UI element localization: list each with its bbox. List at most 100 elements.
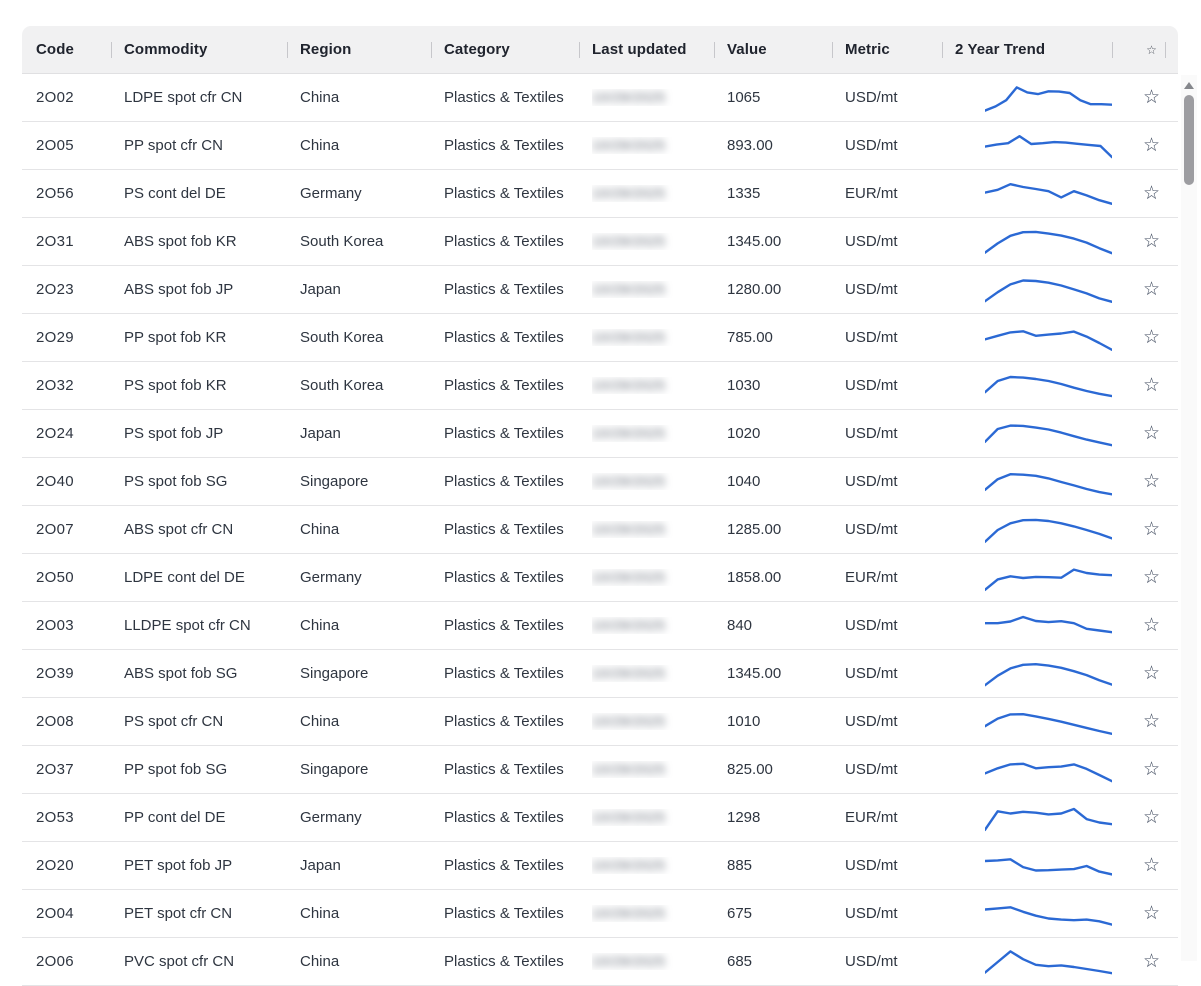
favorite-star-button[interactable]: ☆ — [1142, 952, 1161, 971]
cell-region: China — [300, 137, 340, 154]
trend-sparkline — [955, 130, 1125, 162]
cell-commodity: PS spot fob JP — [124, 425, 224, 442]
scrollbar-thumb[interactable] — [1184, 95, 1194, 185]
table-header: Code Commodity Region Category Last upda… — [22, 26, 1178, 74]
trend-sparkline — [955, 226, 1125, 258]
favorite-cell: ☆ — [1125, 184, 1178, 203]
table-row[interactable]: 2O50 LDPE cont del DE Germany Plastics &… — [22, 554, 1178, 602]
favorite-cell: ☆ — [1125, 664, 1178, 683]
cell-commodity: PET spot cfr CN — [124, 905, 233, 922]
cell-region: South Korea — [300, 233, 384, 250]
masked-date-text: 10/29/2025 — [592, 474, 666, 489]
cell-code: 2O32 — [36, 377, 74, 394]
cell-metric: USD/mt — [845, 521, 898, 538]
favorite-star-button[interactable]: ☆ — [1142, 88, 1161, 107]
favorite-star-button[interactable]: ☆ — [1142, 808, 1161, 827]
favorite-star-button[interactable]: ☆ — [1142, 424, 1161, 443]
cell-category: Plastics & Textiles — [444, 329, 564, 346]
cell-commodity: PS spot cfr CN — [124, 713, 224, 730]
cell-value: 885 — [727, 857, 753, 874]
scroll-up-arrow-icon[interactable] — [1184, 82, 1194, 89]
cell-value: 825.00 — [727, 761, 773, 778]
cell-last-updated: 10/29/2025 — [592, 857, 727, 874]
cell-region: Germany — [300, 809, 362, 826]
column-header-category[interactable]: Category — [444, 41, 592, 58]
favorite-star-button[interactable]: ☆ — [1142, 184, 1161, 203]
table-row[interactable]: 2O39 ABS spot fob SG Singapore Plastics … — [22, 650, 1178, 698]
favorite-star-button[interactable]: ☆ — [1142, 904, 1161, 923]
cell-category: Plastics & Textiles — [444, 569, 564, 586]
column-header-value[interactable]: Value — [727, 41, 845, 58]
table-row[interactable]: 2O06 PVC spot cfr CN China Plastics & Te… — [22, 938, 1178, 986]
cell-commodity: PS spot fob KR — [124, 377, 227, 394]
cell-last-updated: 10/29/2025 — [592, 281, 727, 298]
cell-metric: USD/mt — [845, 425, 898, 442]
table-row[interactable]: 2O07 ABS spot cfr CN China Plastics & Te… — [22, 506, 1178, 554]
cell-code: 2O24 — [36, 425, 74, 442]
cell-metric: USD/mt — [845, 857, 898, 874]
trend-sparkline — [955, 610, 1125, 642]
favorite-star-button[interactable]: ☆ — [1142, 280, 1161, 299]
cell-code: 2O23 — [36, 281, 74, 298]
favorite-star-button[interactable]: ☆ — [1142, 856, 1161, 875]
table-row[interactable]: 2O40 PS spot fob SG Singapore Plastics &… — [22, 458, 1178, 506]
vertical-scrollbar[interactable] — [1181, 75, 1197, 961]
column-header-last-updated[interactable]: Last updated — [592, 41, 727, 58]
trend-sparkline — [955, 754, 1125, 786]
favorite-star-button[interactable]: ☆ — [1142, 664, 1161, 683]
cell-code: 2O04 — [36, 905, 74, 922]
column-header-metric[interactable]: Metric — [845, 41, 955, 58]
cell-code: 2O37 — [36, 761, 74, 778]
table-row[interactable]: 2O04 PET spot cfr CN China Plastics & Te… — [22, 890, 1178, 938]
cell-last-updated: 10/29/2025 — [592, 665, 727, 682]
column-header-code[interactable]: Code — [36, 41, 74, 58]
cell-last-updated: 10/29/2025 — [592, 89, 727, 106]
masked-date-text: 10/29/2025 — [592, 186, 666, 201]
cell-last-updated: 10/29/2025 — [592, 521, 727, 538]
cell-category: Plastics & Textiles — [444, 713, 564, 730]
favorite-star-button[interactable]: ☆ — [1142, 136, 1161, 155]
cell-value: 1298 — [727, 809, 761, 826]
favorite-star-button[interactable]: ☆ — [1142, 712, 1161, 731]
table-row[interactable]: 2O05 PP spot cfr CN China Plastics & Tex… — [22, 122, 1178, 170]
favorite-star-button[interactable]: ☆ — [1142, 328, 1161, 347]
column-header-commodity[interactable]: Commodity — [124, 41, 300, 58]
cell-category: Plastics & Textiles — [444, 281, 564, 298]
cell-value: 893.00 — [727, 137, 773, 154]
cell-code: 2O53 — [36, 809, 74, 826]
table-row[interactable]: 2O53 PP cont del DE Germany Plastics & T… — [22, 794, 1178, 842]
favorite-star-button[interactable]: ☆ — [1142, 760, 1161, 779]
favorite-star-button[interactable]: ☆ — [1142, 616, 1161, 635]
favorite-star-button[interactable]: ☆ — [1142, 232, 1161, 251]
cell-last-updated: 10/29/2025 — [592, 233, 727, 250]
table-row[interactable]: 2O20 PET spot fob JP Japan Plastics & Te… — [22, 842, 1178, 890]
trend-sparkline — [955, 706, 1125, 738]
column-header-favorites: ☆ — [1125, 43, 1178, 57]
table-row[interactable]: 2O02 LDPE spot cfr CN China Plastics & T… — [22, 74, 1178, 122]
cell-code: 2O03 — [36, 617, 74, 634]
cell-commodity: PP spot fob KR — [124, 329, 227, 346]
favorite-star-button[interactable]: ☆ — [1142, 568, 1161, 587]
cell-value: 1335 — [727, 185, 761, 202]
favorite-star-button[interactable]: ☆ — [1142, 472, 1161, 491]
table-row[interactable]: 2O24 PS spot fob JP Japan Plastics & Tex… — [22, 410, 1178, 458]
table-row[interactable]: 2O08 PS spot cfr CN China Plastics & Tex… — [22, 698, 1178, 746]
table-row[interactable]: 2O31 ABS spot fob KR South Korea Plastic… — [22, 218, 1178, 266]
favorite-star-button[interactable]: ☆ — [1142, 376, 1161, 395]
table-row[interactable]: 2O23 ABS spot fob JP Japan Plastics & Te… — [22, 266, 1178, 314]
cell-category: Plastics & Textiles — [444, 761, 564, 778]
cell-code: 2O56 — [36, 185, 74, 202]
favorite-star-button[interactable]: ☆ — [1142, 520, 1161, 539]
column-header-region[interactable]: Region — [300, 41, 444, 58]
cell-metric: USD/mt — [845, 713, 898, 730]
table-row[interactable]: 2O56 PS cont del DE Germany Plastics & T… — [22, 170, 1178, 218]
favorite-cell: ☆ — [1125, 568, 1178, 587]
table-row[interactable]: 2O32 PS spot fob KR South Korea Plastics… — [22, 362, 1178, 410]
table-row[interactable]: 2O29 PP spot fob KR South Korea Plastics… — [22, 314, 1178, 362]
cell-commodity: LDPE cont del DE — [124, 569, 245, 586]
cell-last-updated: 10/29/2025 — [592, 809, 727, 826]
table-row[interactable]: 2O37 PP spot fob SG Singapore Plastics &… — [22, 746, 1178, 794]
column-header-trend[interactable]: 2 Year Trend — [955, 41, 1125, 58]
table-row[interactable]: 2O03 LLDPE spot cfr CN China Plastics & … — [22, 602, 1178, 650]
star-icon[interactable]: ☆ — [1146, 42, 1157, 57]
